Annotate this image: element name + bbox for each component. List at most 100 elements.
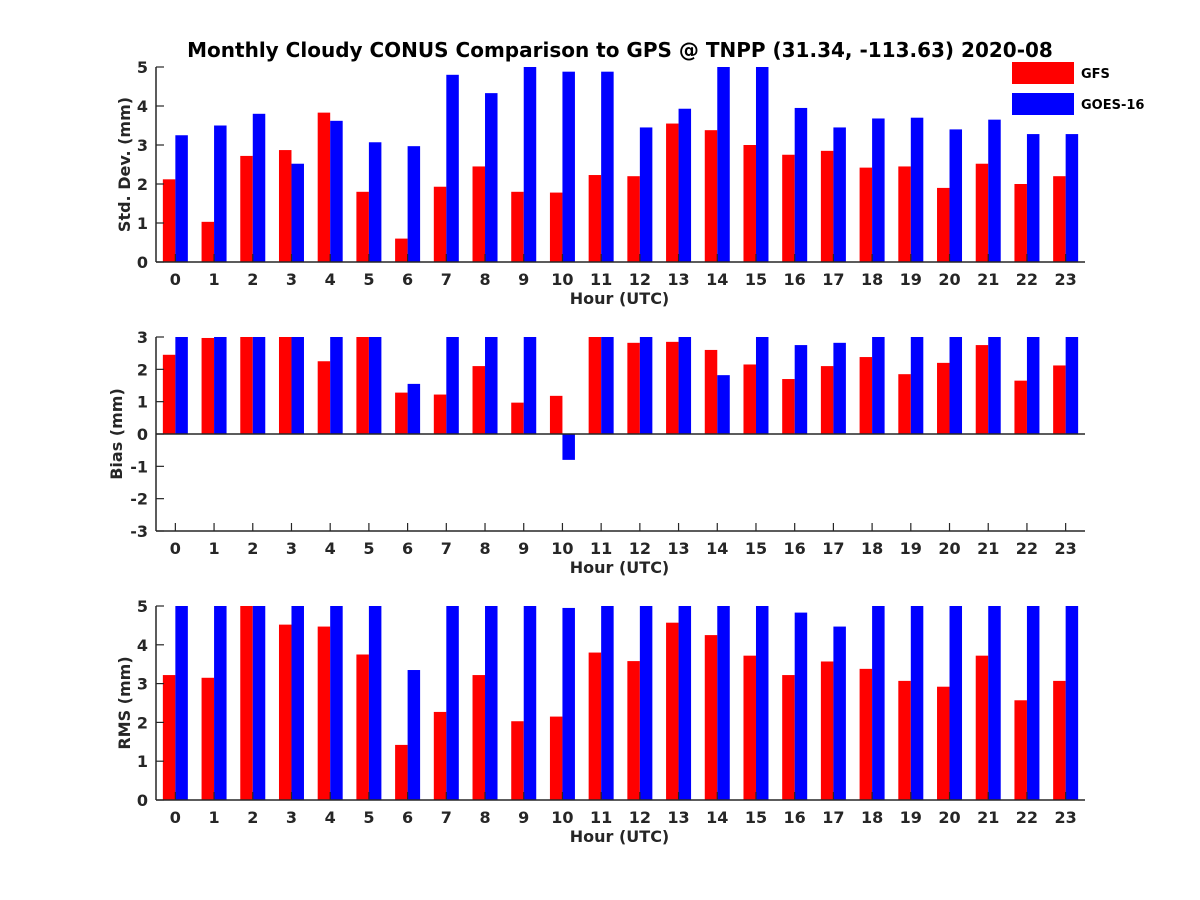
std-dev-bar-gfs-13 xyxy=(666,123,679,262)
rms-x-tick-label: 5 xyxy=(363,808,374,827)
bias-x-tick-label: 7 xyxy=(441,539,452,558)
rms-x-tick-label: 12 xyxy=(629,808,651,827)
bias-bar-goes16-11 xyxy=(601,337,614,434)
std-dev-bar-gfs-8 xyxy=(472,166,486,262)
std-dev-bar-gfs-1 xyxy=(201,221,215,262)
std-dev-bar-gfs-21 xyxy=(975,163,989,262)
rms-bar-goes16-2 xyxy=(252,606,266,800)
bias-bar-gfs-22 xyxy=(1014,380,1027,434)
bias-y-tick-label: -2 xyxy=(130,490,148,509)
std-dev-bar-gfs-18 xyxy=(859,167,873,262)
rms-bar-goes16-14 xyxy=(717,606,730,800)
bias-bar-goes16-22 xyxy=(1026,337,1040,434)
legend-swatch-gfs xyxy=(1012,62,1074,84)
rms-bar-gfs-9 xyxy=(511,721,524,800)
bias-x-tick-label: 17 xyxy=(822,539,844,558)
rms-y-axis-label: RMS (mm) xyxy=(115,656,134,749)
std-dev-x-tick-label: 2 xyxy=(247,270,258,289)
rms-bar-gfs-14 xyxy=(704,635,718,800)
std-dev-bar-goes16-1 xyxy=(214,125,227,262)
bias-bar-goes16-17 xyxy=(833,342,846,434)
std-dev-y-tick-label: 3 xyxy=(137,136,148,155)
std-dev-bar-goes16-0 xyxy=(175,135,188,262)
std-dev-x-tick-label: 0 xyxy=(170,270,181,289)
std-dev-x-tick-label: 8 xyxy=(479,270,490,289)
rms-x-tick-label: 0 xyxy=(170,808,181,827)
rms-bar-gfs-6 xyxy=(395,744,408,800)
bias-bar-gfs-7 xyxy=(433,394,447,434)
std-dev-bar-goes16-19 xyxy=(910,117,924,262)
std-dev-bar-goes16-16 xyxy=(794,107,808,262)
std-dev-x-tick-label: 6 xyxy=(402,270,413,289)
rms-bar-goes16-19 xyxy=(910,606,924,800)
bias-bar-goes16-13 xyxy=(678,337,692,434)
std-dev-y-tick-label: 4 xyxy=(137,97,148,116)
bias-x-axis-label: Hour (UTC) xyxy=(570,558,670,577)
std-dev-x-axis-label: Hour (UTC) xyxy=(570,289,670,308)
rms-x-tick-label: 2 xyxy=(247,808,258,827)
std-dev-bar-gfs-12 xyxy=(627,176,640,262)
rms-bar-goes16-22 xyxy=(1026,606,1040,800)
legend-label-goes16: GOES-16 xyxy=(1081,98,1144,113)
rms-bar-goes16-4 xyxy=(330,606,343,800)
std-dev-x-tick-label: 17 xyxy=(822,270,844,289)
bias-y-tick-label: 2 xyxy=(137,360,148,379)
rms-bar-goes16-9 xyxy=(523,606,537,800)
std-dev-x-tick-label: 14 xyxy=(706,270,728,289)
std-dev-bar-gfs-20 xyxy=(937,187,950,262)
std-dev-y-tick-label: 0 xyxy=(137,253,148,272)
std-dev-bar-gfs-14 xyxy=(704,130,718,262)
rms-bar-gfs-21 xyxy=(975,655,989,800)
bias-x-tick-label: 21 xyxy=(977,539,999,558)
rms-x-tick-label: 16 xyxy=(784,808,806,827)
std-dev-x-tick-label: 1 xyxy=(208,270,219,289)
rms-bar-goes16-23 xyxy=(1065,606,1079,800)
rms-x-tick-label: 15 xyxy=(745,808,767,827)
std-dev-bar-gfs-10 xyxy=(549,192,563,262)
std-dev-x-tick-label: 10 xyxy=(551,270,573,289)
legend-swatch-goes16 xyxy=(1012,93,1074,115)
std-dev-bar-gfs-4 xyxy=(317,112,331,262)
std-dev-bar-gfs-7 xyxy=(433,186,447,262)
std-dev-bar-goes16-3 xyxy=(291,163,304,262)
bias-bar-gfs-12 xyxy=(627,342,640,434)
std-dev-panel: 0 1 2 3 4 5 6 7 8 9 10 11 12 13 14 15 16 17 18 19 20 21 22 2301… xyxy=(115,58,1085,308)
rms-bar-goes16-17 xyxy=(833,626,846,800)
std-dev-bar-gfs-6 xyxy=(395,238,408,262)
std-dev-bar-gfs-2 xyxy=(240,155,253,262)
std-dev-x-tick-label: 19 xyxy=(900,270,922,289)
rms-bar-goes16-13 xyxy=(678,606,692,800)
rms-bar-gfs-8 xyxy=(472,675,486,800)
bias-bar-goes16-9 xyxy=(523,337,537,434)
std-dev-bar-goes16-10 xyxy=(562,71,575,263)
bias-x-tick-label: 9 xyxy=(518,539,529,558)
bias-x-tick-label: 23 xyxy=(1055,539,1077,558)
rms-bar-gfs-19 xyxy=(898,680,911,800)
legend-label-gfs: GFS xyxy=(1081,67,1110,82)
std-dev-x-tick-label: 20 xyxy=(938,270,960,289)
rms-x-tick-label: 20 xyxy=(938,808,960,827)
bias-bar-gfs-1 xyxy=(201,337,215,434)
bias-bar-goes16-16 xyxy=(794,345,808,434)
bias-x-tick-label: 3 xyxy=(286,539,297,558)
rms-y-tick-label: 5 xyxy=(137,597,148,616)
std-dev-x-tick-label: 5 xyxy=(363,270,374,289)
bias-bar-gfs-20 xyxy=(937,362,950,434)
bias-bar-gfs-2 xyxy=(240,337,253,434)
bias-x-tick-label: 10 xyxy=(551,539,573,558)
rms-x-tick-label: 6 xyxy=(402,808,413,827)
bias-x-tick-label: 8 xyxy=(479,539,490,558)
bias-x-tick-label: 2 xyxy=(247,539,258,558)
rms-bar-gfs-5 xyxy=(356,654,369,800)
rms-x-tick-label: 13 xyxy=(667,808,689,827)
std-dev-x-tick-label: 12 xyxy=(629,270,651,289)
rms-bar-gfs-12 xyxy=(627,661,640,800)
std-dev-bar-goes16-23 xyxy=(1065,134,1079,262)
bias-x-tick-label: 20 xyxy=(938,539,960,558)
bias-x-tick-label: 15 xyxy=(745,539,767,558)
bias-bar-gfs-23 xyxy=(1053,365,1066,434)
std-dev-x-tick-label: 9 xyxy=(518,270,529,289)
bias-bar-gfs-14 xyxy=(704,349,718,434)
std-dev-bar-goes16-8 xyxy=(485,93,498,262)
std-dev-bar-goes16-13 xyxy=(678,108,692,262)
